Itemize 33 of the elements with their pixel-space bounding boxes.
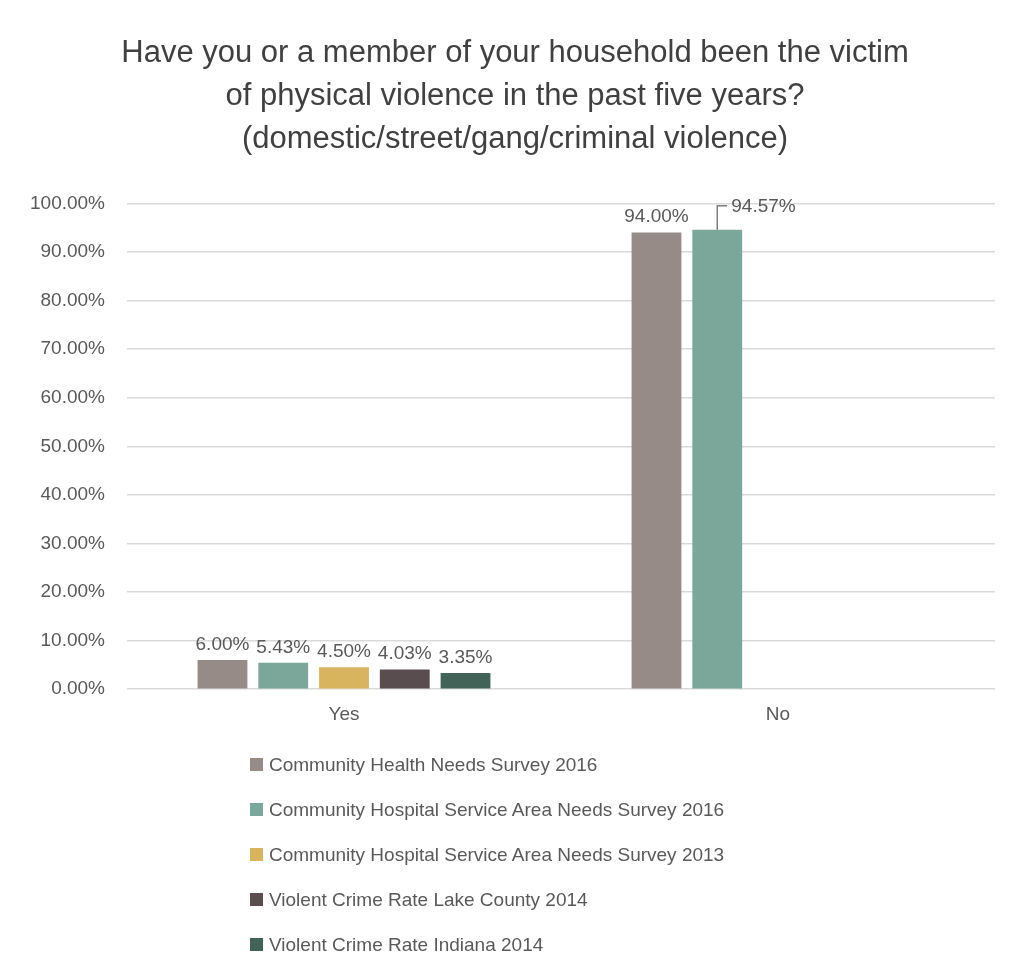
y-tick-label: 20.00%: [40, 580, 106, 602]
legend-label: Violent Crime Rate Lake County 2014: [269, 888, 588, 911]
bar: [440, 672, 491, 689]
y-tick-label: 70.00%: [40, 337, 106, 359]
bar: [379, 669, 430, 689]
y-tick-label: 0.00%: [51, 677, 106, 699]
y-tick-label: 40.00%: [40, 483, 106, 505]
y-tick-label: 80.00%: [40, 288, 106, 310]
y-tick-label: 50.00%: [40, 434, 106, 456]
data-label: 6.00%: [195, 632, 250, 654]
y-tick-label: 60.00%: [40, 385, 106, 407]
y-tick-label: 90.00%: [40, 240, 106, 262]
x-tick-label: No: [765, 702, 791, 724]
data-label: 4.50%: [317, 640, 372, 662]
bar: [197, 660, 248, 689]
legend-label: Violent Crime Rate Indiana 2014: [269, 933, 544, 956]
data-label: 94.57%: [731, 194, 796, 216]
bar: [319, 667, 369, 689]
y-tick-label: 100.00%: [29, 191, 106, 213]
data-label: 5.43%: [256, 635, 311, 657]
data-label: 94.00%: [624, 205, 689, 227]
legend-label: Community Hospital Service Area Needs Survey 2016: [269, 798, 725, 821]
data-label: 4.03%: [377, 642, 432, 664]
x-tick-label: Yes: [328, 702, 360, 724]
y-tick-label: 10.00%: [40, 628, 106, 650]
legend-label: Community Hospital Service Area Needs Survey 2013: [269, 843, 725, 866]
bar: [631, 232, 682, 689]
chart-title: Have you or a member of your household been the victim of physical violence in the past five years? (domestic/street/gang/criminal violence): [120, 33, 910, 157]
bar: [258, 662, 309, 689]
y-tick-label: 30.00%: [40, 531, 106, 553]
bar: [692, 229, 743, 689]
legend-label: Community Health Needs Survey 2016: [269, 753, 598, 776]
data-label: 3.35%: [438, 645, 493, 667]
